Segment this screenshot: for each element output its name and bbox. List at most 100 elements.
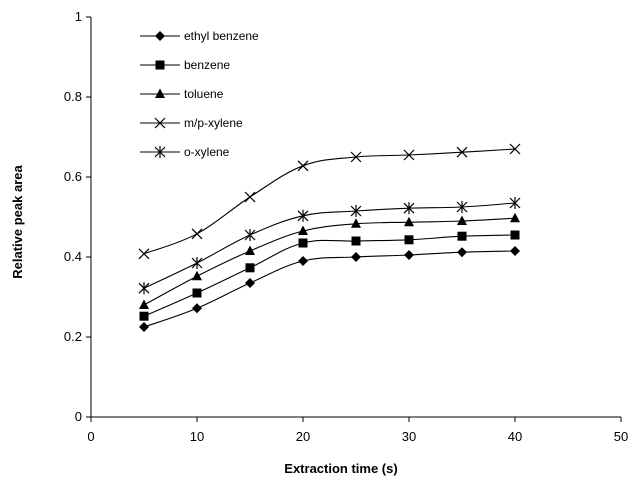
data-point-ethyl-benzene xyxy=(192,303,202,314)
data-point-benzene xyxy=(192,288,202,298)
marker-triangle xyxy=(351,218,361,228)
series-line-toluene xyxy=(143,217,516,306)
data-point-toluene xyxy=(457,215,467,225)
marker-triangle xyxy=(192,270,202,281)
series-line-o-xylene xyxy=(143,202,516,289)
data-point-benzene xyxy=(245,263,255,273)
data-point-m-p-xylene xyxy=(509,143,521,155)
data-point-toluene xyxy=(245,245,255,255)
marker-square xyxy=(351,236,361,246)
data-point-toluene xyxy=(139,299,149,309)
marker-x-stroke xyxy=(138,248,150,260)
data-point-benzene xyxy=(457,231,467,241)
data-point-m-p-xylene xyxy=(297,160,309,172)
data-point-benzene xyxy=(298,238,308,248)
data-point-ethyl-benzene xyxy=(298,256,308,266)
marker-triangle xyxy=(139,299,149,309)
legend-item-toluene: toluene xyxy=(140,87,224,101)
legend-label: toluene xyxy=(184,87,224,101)
marker-triangle xyxy=(457,215,467,225)
marker-triangle xyxy=(155,88,165,98)
data-point-benzene xyxy=(510,230,520,240)
marker-x-stroke xyxy=(350,151,362,163)
y-tick-label: 0.4 xyxy=(64,249,82,264)
data-point-m-p-xylene xyxy=(191,228,203,240)
x-tick-label: 10 xyxy=(190,429,204,444)
marker-square xyxy=(139,311,149,321)
y-axis-title: Relative peak area xyxy=(10,165,25,279)
x-axis-title: Extraction time (s) xyxy=(284,461,397,476)
x-tick-label: 30 xyxy=(402,429,416,444)
x-tick-label: 20 xyxy=(296,429,310,444)
data-point-o-xylene xyxy=(297,209,309,222)
marker-square xyxy=(298,238,308,248)
legend-item-ethyl-benzene: ethyl benzene xyxy=(140,29,259,43)
data-point-ethyl-benzene xyxy=(351,252,361,262)
data-point-o-xylene xyxy=(509,197,521,209)
legend-label: m/p-xylene xyxy=(184,116,243,130)
data-point-ethyl-benzene xyxy=(245,278,255,288)
data-point-toluene xyxy=(510,212,520,223)
legend-marker xyxy=(154,146,166,158)
marker-triangle xyxy=(510,212,520,223)
data-point-ethyl-benzene xyxy=(404,250,414,260)
series-line-benzene xyxy=(143,234,516,317)
y-tick-label: 0.6 xyxy=(64,169,82,184)
legend-marker xyxy=(155,88,165,98)
data-point-ethyl-benzene xyxy=(139,322,149,332)
x-tick-label: 0 xyxy=(87,429,94,444)
marker-square xyxy=(245,263,255,273)
marker-triangle xyxy=(298,225,308,235)
legend-label: ethyl benzene xyxy=(184,29,259,43)
marker-square xyxy=(404,235,414,245)
data-point-o-xylene xyxy=(244,229,256,241)
data-point-benzene xyxy=(404,235,414,245)
legend-marker xyxy=(154,117,166,129)
marker-x-stroke xyxy=(509,143,521,155)
data-point-toluene xyxy=(298,225,308,235)
marker-diamond xyxy=(404,250,414,260)
y-tick-label: 1 xyxy=(75,9,82,24)
data-point-m-p-xylene xyxy=(456,146,468,158)
marker-x-stroke xyxy=(191,228,203,240)
data-point-o-xylene xyxy=(350,205,362,217)
data-point-toluene xyxy=(192,270,202,281)
marker-square xyxy=(457,231,467,241)
marker-triangle xyxy=(404,216,414,227)
data-point-o-xylene xyxy=(456,201,468,213)
marker-diamond xyxy=(351,252,361,262)
marker-square xyxy=(155,60,165,70)
legend-item-o-xylene: o-xylene xyxy=(140,145,230,159)
legend-item-m-p-xylene: m/p-xylene xyxy=(140,116,243,130)
marker-square xyxy=(510,230,520,240)
data-point-o-xylene xyxy=(403,202,415,215)
x-tick-label: 40 xyxy=(508,429,522,444)
legend-label: benzene xyxy=(184,58,230,72)
legend: ethyl benzene benzene toluene m/p-xylene o-x… xyxy=(140,29,259,159)
marker-x-stroke xyxy=(297,160,309,172)
marker-diamond xyxy=(155,31,165,41)
marker-triangle xyxy=(245,245,255,255)
y-axis-ticks: 0 0.2 0.4 0.6 0.8 1 xyxy=(64,9,91,424)
marker-x-stroke xyxy=(403,149,415,161)
legend-label: o-xylene xyxy=(184,145,230,159)
data-point-ethyl-benzene xyxy=(510,246,520,256)
marker-x-stroke xyxy=(154,117,166,129)
data-point-m-p-xylene xyxy=(244,191,256,203)
data-point-benzene xyxy=(351,236,361,246)
data-point-m-p-xylene xyxy=(350,151,362,163)
marker-x-stroke xyxy=(244,191,256,203)
marker-diamond xyxy=(139,322,149,332)
data-point-benzene xyxy=(139,311,149,321)
y-tick-label: 0.2 xyxy=(64,329,82,344)
legend-marker xyxy=(155,31,165,41)
marker-diamond xyxy=(298,256,308,266)
marker-diamond xyxy=(245,278,255,288)
marker-diamond xyxy=(510,246,520,256)
data-point-m-p-xylene xyxy=(403,149,415,161)
marker-diamond xyxy=(457,247,467,258)
x-tick-label: 50 xyxy=(614,429,628,444)
data-point-ethyl-benzene xyxy=(457,247,467,258)
legend-item-benzene: benzene xyxy=(140,58,230,72)
